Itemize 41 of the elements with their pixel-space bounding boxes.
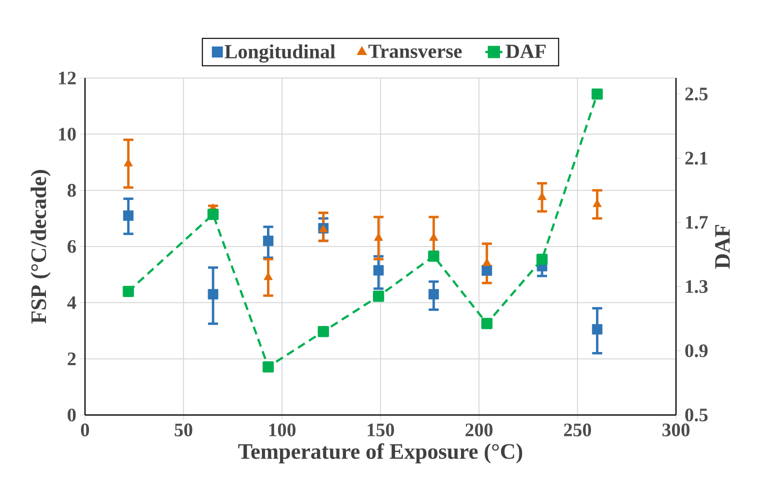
y2-tick-label: 1.3 bbox=[686, 280, 708, 294]
point bbox=[372, 290, 384, 302]
y-tick-label: 12 bbox=[58, 72, 76, 84]
x-tick-label: 0 bbox=[80, 424, 90, 436]
legend-label: Transverse bbox=[368, 44, 462, 58]
point bbox=[592, 88, 603, 100]
point bbox=[592, 324, 602, 335]
legend-label: DAF bbox=[506, 44, 546, 58]
legend-label: Longitudinal bbox=[224, 44, 336, 63]
y2-tick-label: 2.5 bbox=[685, 88, 708, 100]
point bbox=[208, 289, 218, 300]
y-tick-label: 8 bbox=[68, 184, 76, 197]
point bbox=[122, 286, 134, 298]
x-tick-label: 50 bbox=[174, 424, 192, 436]
point bbox=[481, 318, 492, 330]
point bbox=[428, 289, 439, 300]
x-tick-label: 300 bbox=[662, 424, 690, 436]
point bbox=[262, 361, 274, 372]
point bbox=[123, 210, 134, 221]
point bbox=[318, 326, 329, 338]
point bbox=[207, 208, 219, 220]
x-tick-label: 100 bbox=[269, 424, 296, 436]
point bbox=[263, 236, 274, 246]
y-tick-label: 2 bbox=[68, 352, 76, 366]
x-tick-label: 150 bbox=[368, 424, 394, 436]
y-tick-label: 10 bbox=[58, 128, 76, 141]
point bbox=[428, 250, 440, 262]
y2-tick-label: 1.7 bbox=[686, 216, 708, 229]
y2-tick-label: 2.1 bbox=[685, 152, 708, 165]
y2-tick-label: 0.9 bbox=[685, 344, 708, 358]
point bbox=[373, 265, 384, 276]
x-tick-label: 200 bbox=[466, 424, 493, 436]
y2-tick-label: 0.5 bbox=[685, 408, 708, 422]
y2-axis-title: DAF bbox=[715, 224, 730, 269]
y-axis-title: FSP (°C/decade) bbox=[30, 170, 51, 324]
x-tick-label: 250 bbox=[564, 424, 592, 436]
x-axis-title: Temperature of Exposure (°C) bbox=[238, 443, 522, 464]
point bbox=[536, 254, 548, 265]
y-tick-label: 6 bbox=[68, 240, 76, 253]
y-tick-label: 4 bbox=[67, 296, 76, 309]
y-tick-label: 0 bbox=[68, 408, 76, 422]
